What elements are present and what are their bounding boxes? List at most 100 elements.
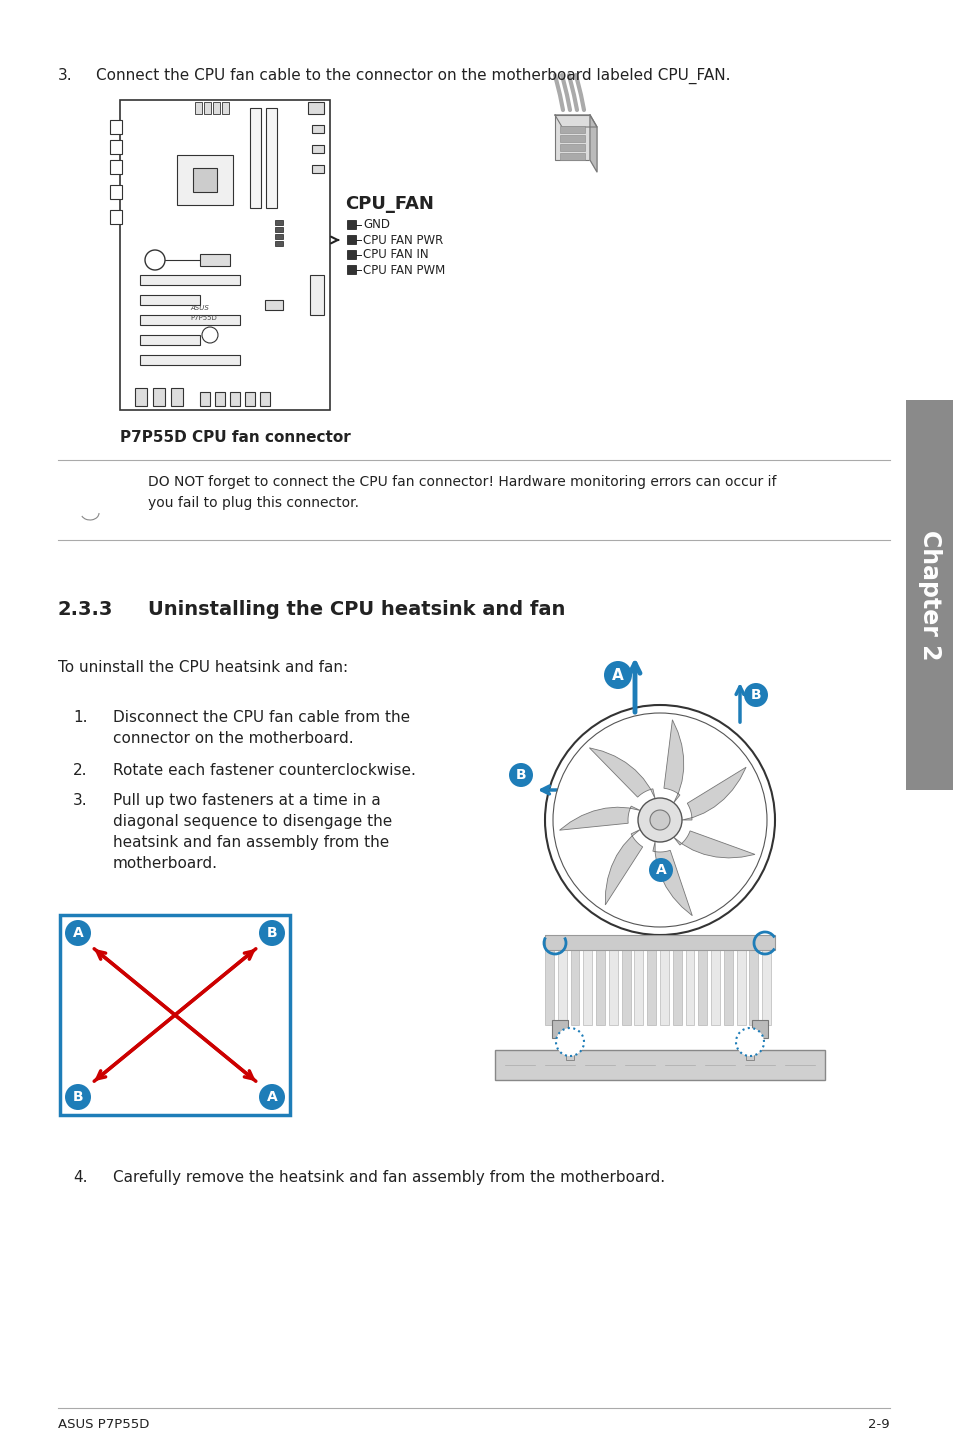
- Circle shape: [544, 705, 774, 935]
- Circle shape: [202, 326, 218, 344]
- Circle shape: [65, 1084, 91, 1110]
- Bar: [110, 160, 122, 174]
- Bar: [347, 250, 355, 259]
- Text: Carefully remove the heatsink and fan assembly from the motherboard.: Carefully remove the heatsink and fan as…: [112, 1171, 664, 1185]
- Bar: [745, 1043, 753, 1060]
- Text: DO NOT forget to connect the CPU fan connector! Hardware monitoring errors can o: DO NOT forget to connect the CPU fan con…: [148, 475, 776, 510]
- Bar: [274, 227, 283, 232]
- Text: CPU FAN PWM: CPU FAN PWM: [363, 263, 445, 276]
- Polygon shape: [605, 830, 642, 905]
- Bar: [559, 127, 584, 132]
- Bar: [312, 125, 324, 132]
- Bar: [214, 393, 225, 406]
- Text: 2.3.3: 2.3.3: [58, 600, 113, 618]
- Circle shape: [603, 661, 631, 689]
- Bar: [347, 220, 355, 229]
- Text: B: B: [267, 926, 277, 940]
- Text: ASUS: ASUS: [190, 305, 209, 311]
- Polygon shape: [589, 748, 655, 798]
- Bar: [274, 242, 283, 246]
- Bar: [110, 210, 122, 224]
- Bar: [213, 102, 220, 114]
- Text: Pull up two fasteners at a time in a
diagonal sequence to disengage the
heatsink: Pull up two fasteners at a time in a dia…: [112, 792, 392, 871]
- Text: A: A: [266, 1090, 277, 1104]
- Bar: [672, 935, 681, 1025]
- Bar: [552, 1020, 567, 1038]
- Bar: [250, 108, 261, 209]
- Text: A: A: [612, 667, 623, 683]
- Bar: [558, 935, 566, 1025]
- Circle shape: [735, 1028, 763, 1055]
- Text: 1.: 1.: [73, 710, 88, 725]
- Bar: [274, 220, 283, 224]
- Text: To uninstall the CPU heatsink and fan:: To uninstall the CPU heatsink and fan:: [58, 660, 348, 674]
- Bar: [204, 102, 211, 114]
- Bar: [659, 935, 668, 1025]
- Bar: [140, 355, 240, 365]
- Text: Uninstalling the CPU heatsink and fan: Uninstalling the CPU heatsink and fan: [148, 600, 565, 618]
- Polygon shape: [589, 115, 597, 173]
- Bar: [60, 915, 290, 1114]
- Circle shape: [648, 858, 672, 881]
- Text: A: A: [72, 926, 83, 940]
- Text: A: A: [655, 863, 666, 877]
- Bar: [736, 935, 745, 1025]
- Bar: [761, 935, 770, 1025]
- Bar: [555, 115, 589, 160]
- Bar: [110, 139, 122, 154]
- Bar: [544, 935, 774, 951]
- Bar: [698, 935, 706, 1025]
- Bar: [495, 1050, 824, 1080]
- Bar: [140, 315, 240, 325]
- Bar: [646, 935, 656, 1025]
- Circle shape: [556, 1028, 583, 1055]
- Bar: [222, 102, 229, 114]
- Polygon shape: [681, 768, 745, 820]
- Bar: [200, 255, 230, 266]
- Bar: [152, 388, 165, 406]
- Bar: [596, 935, 604, 1025]
- Bar: [245, 393, 254, 406]
- Circle shape: [743, 683, 767, 707]
- Text: B: B: [516, 768, 526, 782]
- Bar: [200, 393, 210, 406]
- Bar: [177, 155, 233, 206]
- Text: B: B: [72, 1090, 83, 1104]
- Bar: [194, 102, 202, 114]
- Circle shape: [649, 810, 669, 830]
- Bar: [559, 144, 584, 151]
- Bar: [265, 301, 283, 311]
- Bar: [140, 335, 200, 345]
- Polygon shape: [652, 841, 692, 916]
- Bar: [905, 400, 953, 789]
- Bar: [608, 935, 618, 1025]
- Text: CPU FAN PWR: CPU FAN PWR: [363, 233, 443, 246]
- Bar: [565, 1043, 574, 1060]
- Bar: [723, 935, 732, 1025]
- Circle shape: [509, 764, 533, 787]
- Text: CPU_FAN: CPU_FAN: [345, 196, 434, 213]
- Text: 3.: 3.: [58, 68, 72, 83]
- Bar: [749, 935, 758, 1025]
- Bar: [135, 388, 147, 406]
- Text: Chapter 2: Chapter 2: [917, 529, 941, 660]
- Bar: [559, 135, 584, 142]
- Text: Rotate each fastener counterclockwise.: Rotate each fastener counterclockwise.: [112, 764, 416, 778]
- Circle shape: [145, 250, 165, 270]
- Bar: [710, 935, 720, 1025]
- Bar: [634, 935, 642, 1025]
- Bar: [110, 186, 122, 198]
- Polygon shape: [558, 807, 639, 830]
- Text: P7P55D: P7P55D: [190, 315, 216, 321]
- Text: P7P55D CPU fan connector: P7P55D CPU fan connector: [120, 430, 351, 444]
- Text: Connect the CPU fan cable to the connector on the motherboard labeled CPU_FAN.: Connect the CPU fan cable to the connect…: [96, 68, 730, 85]
- Bar: [570, 935, 578, 1025]
- Bar: [140, 275, 240, 285]
- Bar: [230, 393, 240, 406]
- Bar: [171, 388, 183, 406]
- Bar: [274, 234, 283, 239]
- Bar: [347, 265, 355, 275]
- Bar: [751, 1020, 767, 1038]
- Polygon shape: [673, 831, 754, 858]
- Text: CPU FAN IN: CPU FAN IN: [363, 249, 428, 262]
